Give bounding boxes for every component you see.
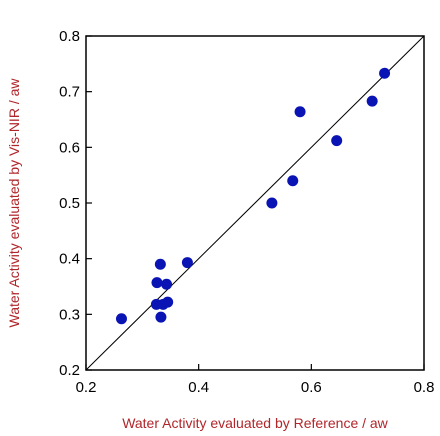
y-tick-label: 0.4 bbox=[59, 251, 80, 268]
data-point bbox=[294, 106, 306, 118]
data-point bbox=[181, 257, 193, 269]
data-points bbox=[115, 67, 391, 325]
data-point bbox=[154, 258, 166, 270]
y-tick-label: 0.8 bbox=[59, 28, 80, 45]
data-point bbox=[155, 311, 167, 323]
data-point bbox=[162, 296, 174, 308]
y-tick-label: 0.7 bbox=[59, 84, 80, 101]
x-tick-label: 0.2 bbox=[76, 379, 97, 396]
y-tick-label: 0.5 bbox=[59, 195, 80, 212]
data-point bbox=[366, 95, 378, 107]
data-point bbox=[331, 135, 343, 147]
y-tick-label: 0.6 bbox=[59, 139, 80, 156]
y-axis-ticks: 0.2 0.3 0.4 0.5 0.6 0.7 0.8 bbox=[59, 28, 92, 379]
x-tick-label: 0.8 bbox=[414, 379, 435, 396]
y-axis-title: Water Activity evaluated by Vis-NIR / aw bbox=[6, 78, 22, 328]
x-axis-ticks: 0.2 0.4 0.6 0.8 bbox=[76, 364, 435, 396]
data-point bbox=[161, 278, 173, 290]
y-tick-label: 0.3 bbox=[59, 306, 80, 323]
data-point bbox=[151, 277, 163, 289]
data-point bbox=[115, 313, 127, 325]
y-tick-label: 0.2 bbox=[59, 362, 80, 379]
x-axis-title: Water Activity evaluated by Reference / … bbox=[122, 415, 388, 431]
x-tick-label: 0.6 bbox=[301, 379, 322, 396]
data-point bbox=[287, 175, 299, 187]
x-tick-label: 0.4 bbox=[188, 379, 209, 396]
data-point bbox=[266, 197, 278, 209]
data-point bbox=[379, 67, 391, 79]
reference-line bbox=[85, 35, 425, 371]
